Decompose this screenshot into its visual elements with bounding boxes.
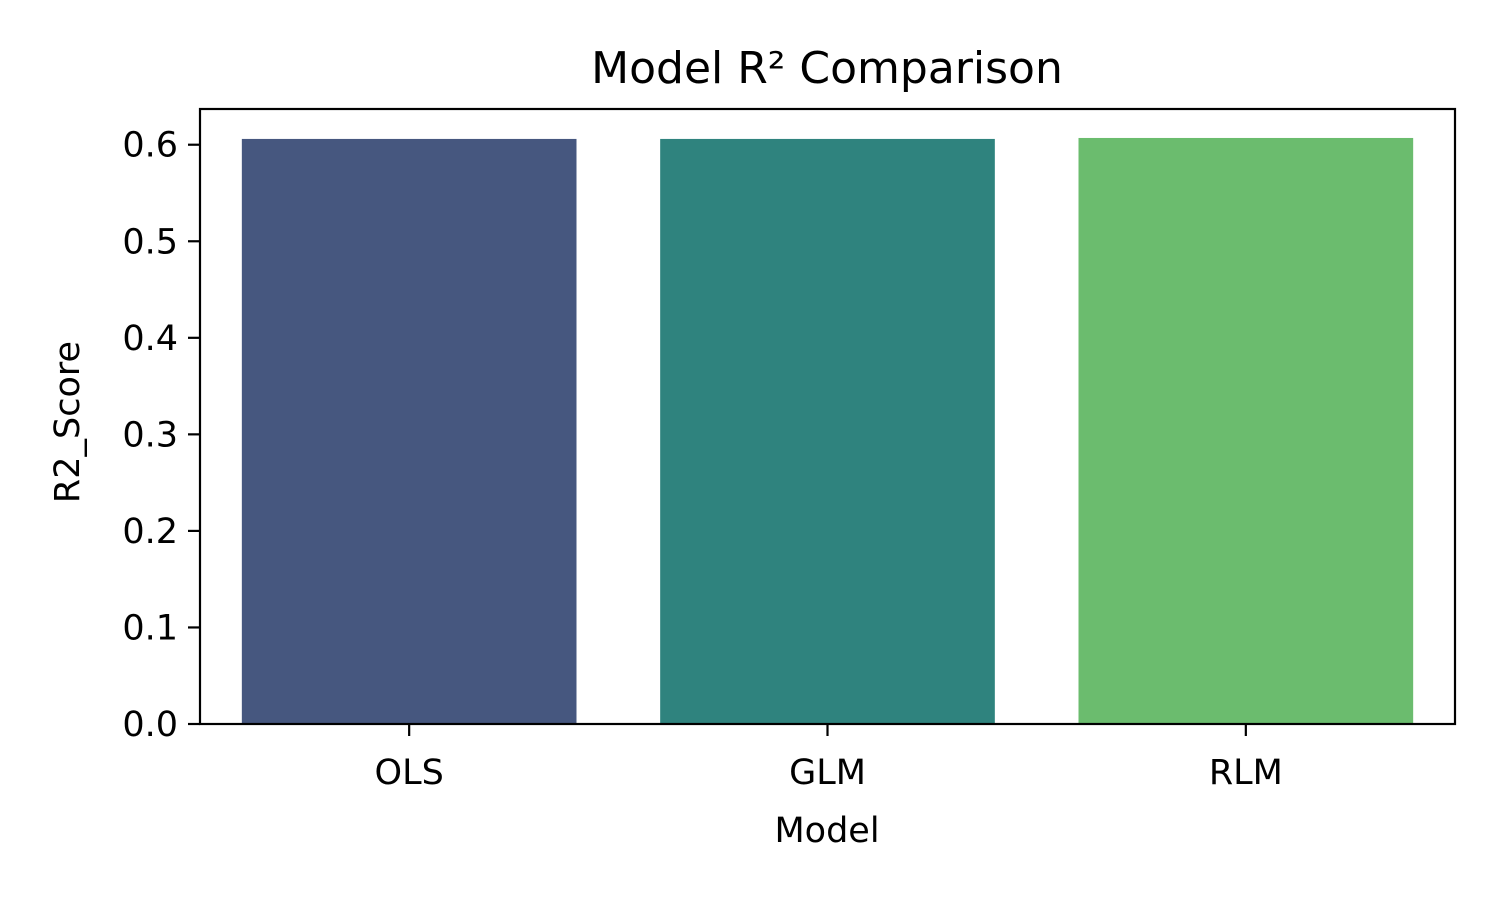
y-tick-label: 0.6 <box>122 126 178 166</box>
bar-glm <box>660 138 995 725</box>
y-tick-label: 0.1 <box>122 608 178 648</box>
y-axis: 0.0 0.1 0.2 0.3 0.4 0.5 0.6 <box>122 126 200 745</box>
y-tick-label: 0.3 <box>122 415 178 455</box>
x-axis-label: Model <box>774 811 879 851</box>
y-tick-label: 0.5 <box>122 222 178 262</box>
plot-frame <box>198 107 1457 726</box>
bars-layer <box>241 137 1414 725</box>
x-tick-label: RLM <box>1209 753 1283 793</box>
y-tick-label: 0.0 <box>122 705 178 745</box>
y-axis-label: R2_Score <box>48 341 88 503</box>
chart-title: Model R² Comparison <box>591 43 1063 94</box>
x-tick-label: OLS <box>375 753 444 793</box>
y-tick-label: 0.2 <box>122 512 178 552</box>
x-tick-label: GLM <box>789 753 866 793</box>
bar-rlm <box>1078 137 1414 725</box>
x-axis: OLS GLM RLM <box>375 724 1283 793</box>
y-tick-label: 0.4 <box>122 319 178 359</box>
bar-ols <box>241 138 577 725</box>
